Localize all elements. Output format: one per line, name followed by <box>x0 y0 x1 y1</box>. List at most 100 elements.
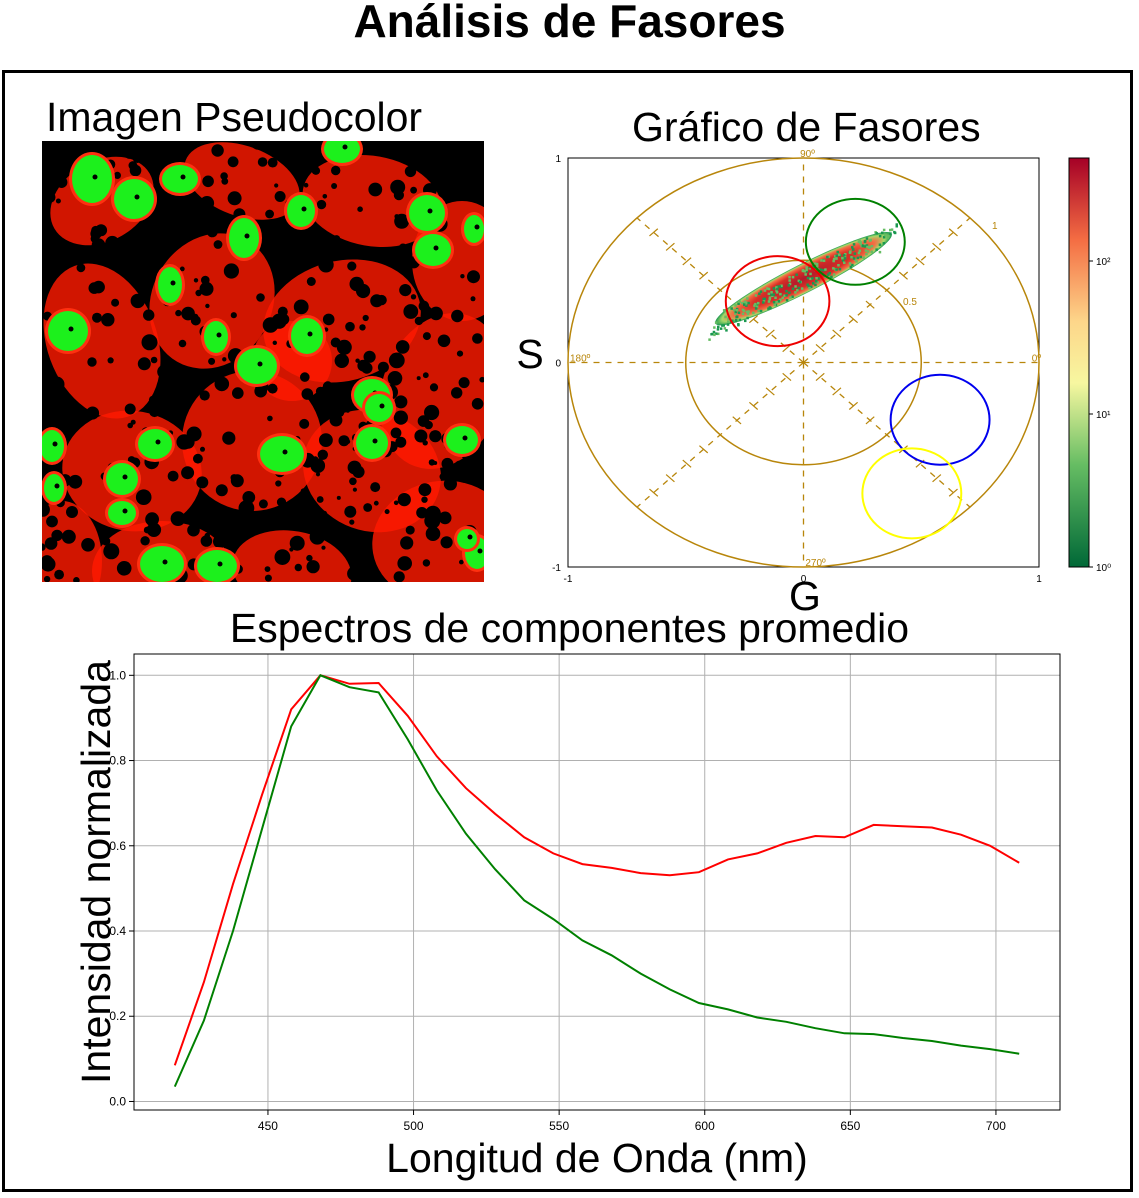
nucleolus <box>467 534 473 540</box>
density-speck <box>759 309 763 313</box>
density-speck <box>852 257 856 260</box>
cytoplasm-gap <box>68 248 84 265</box>
density-speck <box>726 323 730 326</box>
cytoplasm-gap <box>393 500 399 506</box>
x-tick-zero: 0 <box>801 574 807 585</box>
cytoplasm-region <box>182 371 322 511</box>
polar-label-0: 0º <box>1032 354 1042 365</box>
density-speck <box>875 232 879 235</box>
pseudocolor-title: Imagen Pseudocolor <box>46 94 423 140</box>
cytoplasm-gap <box>245 141 251 145</box>
cytoplasm-gap <box>461 178 475 193</box>
density-speck <box>727 320 730 323</box>
cytoplasm-gap <box>456 350 464 357</box>
density-speck <box>800 287 804 290</box>
cytoplasm-gap <box>295 235 310 251</box>
figure-frame <box>2 70 1133 1192</box>
cytoplasm-gap <box>404 156 412 164</box>
cytoplasm-gap <box>377 361 389 373</box>
cytoplasm-gap <box>140 536 150 546</box>
cytoplasm-gap <box>425 505 441 522</box>
density-speck <box>817 277 820 280</box>
cytoplasm-gap <box>399 284 412 297</box>
cytoplasm-gap <box>196 476 209 489</box>
cytoplasm-gap <box>454 163 462 171</box>
cytoplasm-gap <box>43 575 51 582</box>
cytoplasm-gap <box>66 506 78 518</box>
density-speck <box>735 308 739 312</box>
cytoplasm-gap <box>459 473 469 483</box>
density-speck <box>713 333 716 337</box>
cytoplasm-gap <box>459 155 466 161</box>
density-speck <box>787 284 791 287</box>
cytoplasm-gap <box>418 483 432 497</box>
cytoplasm-gap <box>306 554 313 562</box>
cytoplasm-gap <box>175 309 182 317</box>
cytoplasm-gap <box>359 324 366 331</box>
cytoplasm-gap <box>211 144 224 157</box>
density-speck <box>812 282 815 285</box>
cytoplasm-gap <box>205 303 210 309</box>
cytoplasm-gap <box>132 153 143 163</box>
density-speck <box>755 303 758 307</box>
polar-tick <box>782 372 792 382</box>
nucleolus <box>92 174 98 180</box>
cytoplasm-gap <box>349 477 357 486</box>
density-speck <box>767 307 770 310</box>
density-speck <box>810 285 813 289</box>
density-speck <box>827 273 830 276</box>
nucleus <box>138 429 172 459</box>
density-speck <box>841 256 844 260</box>
phasor-ylabel: S <box>516 331 543 377</box>
cytoplasm-gap <box>274 183 279 188</box>
density-speck <box>785 299 789 302</box>
density-speck <box>835 268 838 271</box>
cytoplasm-gap <box>347 261 357 271</box>
density-speck <box>770 293 773 296</box>
cytoplasm-gap <box>199 196 215 211</box>
cytoplasm-gap <box>410 186 417 194</box>
density-speck <box>734 310 738 314</box>
nucleolus <box>134 194 140 200</box>
density-speck <box>758 292 761 295</box>
cytoplasm-gap <box>213 534 227 549</box>
cytoplasm-gap <box>317 449 328 460</box>
density-speck <box>887 234 890 238</box>
cytoplasm-gap <box>464 459 480 475</box>
density-speck <box>811 277 814 280</box>
nucleus <box>44 474 64 502</box>
density-speck <box>735 315 738 319</box>
polar-tick <box>865 300 875 309</box>
nucleolus <box>162 559 168 565</box>
cytoplasm-gap <box>91 225 101 236</box>
cytoplasm-gap <box>274 191 286 202</box>
density-speck <box>855 260 858 263</box>
cytoplasm-gap <box>220 172 228 180</box>
density-speck <box>745 310 749 314</box>
cytoplasm-gap <box>440 536 453 549</box>
cytoplasm-gap <box>349 519 355 525</box>
cytoplasm-gap <box>201 275 210 285</box>
cytoplasm-gap <box>223 263 239 279</box>
density-speck <box>741 312 745 316</box>
cytoplasm-gap <box>286 141 297 147</box>
density-speck <box>757 301 760 305</box>
cytoplasm-gap <box>344 505 357 518</box>
cytoplasm-gap <box>230 312 237 319</box>
density-speck <box>785 294 788 297</box>
cytoplasm-gap <box>86 406 100 420</box>
cytoplasm-gap <box>309 529 325 545</box>
nucleolus <box>462 435 468 441</box>
cytoplasm-gap <box>476 169 484 179</box>
density-speck <box>875 248 878 251</box>
polar-tick <box>932 242 942 251</box>
density-speck <box>770 291 773 294</box>
cytoplasm-gap <box>275 480 282 487</box>
density-speck <box>835 257 838 260</box>
density-speck <box>859 241 862 244</box>
cytoplasm-gap <box>264 574 272 582</box>
cytoplasm-gap <box>101 313 115 327</box>
density-speck <box>737 311 741 314</box>
cytoplasm-gap <box>422 559 431 567</box>
nucleolus <box>122 508 128 514</box>
